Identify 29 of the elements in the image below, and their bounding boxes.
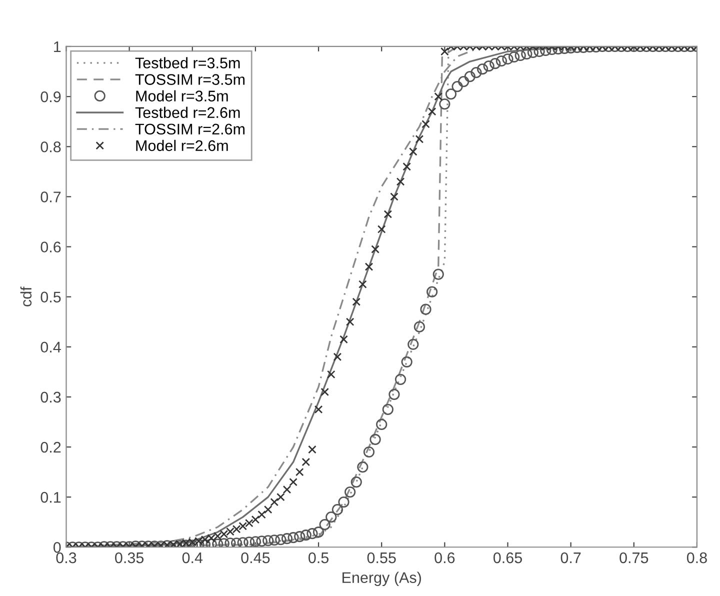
x-axis-title: Energy (As) xyxy=(342,572,421,586)
x-tick-label: 0.8 xyxy=(686,552,707,564)
legend-label: Model r=2.6m xyxy=(136,140,228,152)
y-tick-label: 0.1 xyxy=(40,492,61,503)
legend-label: Model r=3.5m xyxy=(136,90,228,102)
y-tick-label: 0.4 xyxy=(40,342,61,353)
x-tick-label: 0.4 xyxy=(182,552,203,564)
legend-label: TOSSIM r=3.5m xyxy=(135,74,244,85)
y-tick-label: 0.7 xyxy=(40,192,61,202)
y-tick-label: 0.5 xyxy=(40,292,61,302)
legend-label: Testbed r=3.5m xyxy=(135,57,240,68)
y-tick-label: 0.8 xyxy=(40,141,61,152)
x-tick-label: 0.45 xyxy=(241,552,270,564)
y-tick-label: 0.3 xyxy=(40,392,61,403)
y-tick-label: 0.6 xyxy=(40,242,61,252)
legend-label: Testbed r=2.6m xyxy=(135,106,240,118)
x-tick-label: 0.75 xyxy=(620,552,648,564)
y-tick-label: 0.2 xyxy=(40,442,61,453)
x-tick-label: 0.65 xyxy=(493,552,522,564)
x-tick-label: 0.35 xyxy=(115,552,144,564)
x-tick-label: 0.55 xyxy=(367,552,396,564)
y-axis-title: cdf xyxy=(20,286,32,306)
legend-label: TOSSIM r=2.6m xyxy=(135,124,244,135)
x-tick-label: 0.5 xyxy=(308,552,329,564)
x-tick-label: 0.6 xyxy=(434,552,455,564)
y-tick-label: 0.9 xyxy=(40,91,61,102)
y-tick-label: 1 xyxy=(54,42,61,52)
x-tick-label: 0.7 xyxy=(560,552,581,564)
y-tick-label: 0 xyxy=(53,542,61,553)
